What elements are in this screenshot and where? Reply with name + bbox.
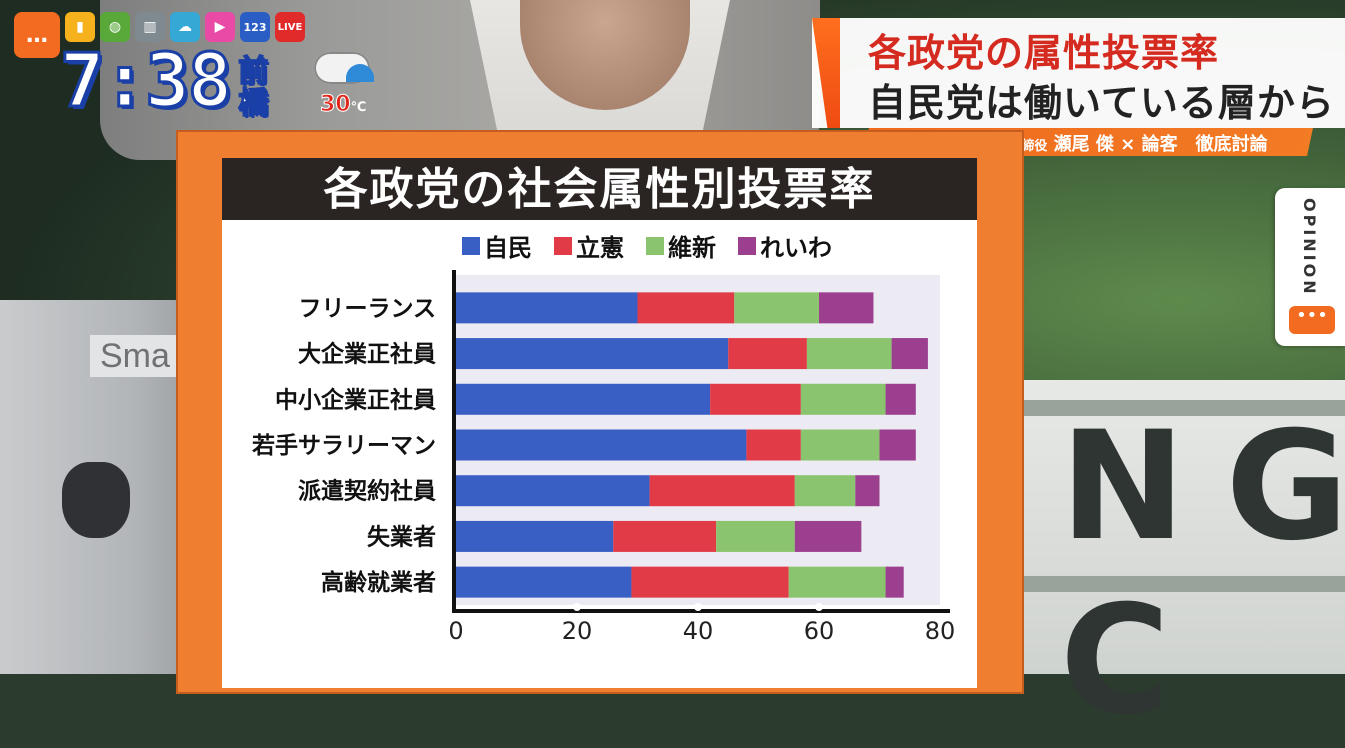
debate-topic: 論客 徹底討論: [1141, 134, 1268, 155]
guest-cross: ×: [1120, 134, 1136, 155]
category-label: 中小企業正社員: [275, 386, 436, 413]
bar-segment: [456, 475, 650, 507]
chart-legend: 自民 立憲 維新 れいわ: [462, 228, 832, 263]
clock-region: 前橋: [237, 54, 269, 121]
bar-segment: [456, 292, 638, 324]
apple-logo-icon: [62, 462, 130, 538]
bar-segment: [456, 429, 747, 461]
legend-item: 立憲: [554, 228, 624, 263]
legend-item: 維新: [646, 228, 716, 263]
globe-icon[interactable]: ◍: [100, 12, 130, 42]
x-tick-mark: [573, 603, 581, 611]
bar-segment: [716, 520, 795, 552]
status-icon-row: … ▮ ◍ ▥ ☁ ▶ 123 LIVE: [14, 12, 305, 58]
chat-icon[interactable]: …: [14, 12, 60, 58]
bar-segment: [891, 338, 928, 370]
cloudy-rain-icon: [310, 48, 380, 118]
headline-box: [812, 18, 1345, 128]
legend-item: れいわ: [738, 228, 832, 263]
legend-label: 立憲: [576, 234, 624, 262]
category-label: 派遣契約社員: [298, 478, 436, 505]
opinion-label: OPINION: [1300, 198, 1319, 297]
x-tick-label: 0: [448, 617, 463, 645]
legend-swatch: [738, 236, 756, 255]
bar-segment: [728, 338, 807, 370]
studio-wall: [1020, 380, 1345, 674]
clock: 7:38 前橋: [58, 38, 274, 124]
bar-segment: [734, 292, 819, 324]
legend-label: 自民: [484, 234, 532, 262]
bar-segment: [800, 383, 886, 415]
bar-segment: [885, 566, 904, 598]
guest-name: 瀬尾 傑: [1053, 134, 1114, 155]
category-label: 失業者: [367, 523, 436, 550]
bar-segment: [794, 475, 856, 507]
umbrella-shape: [346, 64, 374, 82]
bar-segment: [456, 566, 632, 598]
legend-label: 維新: [668, 234, 716, 262]
number-icon[interactable]: 123: [240, 12, 270, 42]
headline-line1: 各政党の属性投票率: [868, 31, 1220, 75]
temperature-value: 30: [320, 92, 352, 118]
bar-segment: [885, 383, 916, 415]
data-icon[interactable]: ▥: [135, 12, 165, 42]
bar-segment: [788, 566, 886, 598]
x-tick-label: 80: [925, 617, 956, 645]
legend-label: れいわ: [760, 234, 832, 262]
x-tick-label: 40: [683, 617, 714, 645]
x-tick-label: 60: [804, 617, 835, 645]
live-icon[interactable]: LIVE: [275, 12, 305, 42]
bookmark-icon[interactable]: ▮: [65, 12, 95, 42]
wall-band: [1020, 400, 1345, 416]
bar-segment: [613, 520, 717, 552]
weather-app-icon[interactable]: ☁: [170, 12, 200, 42]
category-label: 高齢就業者: [321, 569, 436, 596]
bar-segment: [649, 475, 795, 507]
bar-segment: [806, 338, 892, 370]
wall-band: [1020, 576, 1345, 592]
temperature-unit: ℃: [350, 100, 367, 115]
bar-segment: [746, 429, 801, 461]
bar-segment: [855, 475, 880, 507]
legend-swatch: [646, 236, 664, 255]
category-label: 大企業正社員: [298, 341, 436, 368]
bar-segment: [456, 338, 729, 370]
speech-bubble-icon: •••: [1289, 306, 1335, 334]
chart-title-bar: [222, 158, 977, 220]
bar-segment: [456, 520, 614, 552]
clock-time: 7:38: [58, 38, 233, 124]
x-tick-label: 20: [562, 617, 593, 645]
temperature: 30℃: [320, 92, 367, 118]
play-icon[interactable]: ▶: [205, 12, 235, 42]
bar-segment: [631, 566, 789, 598]
legend-swatch: [554, 236, 572, 255]
stacked-bar-chart: フリーランス大企業正社員中小企業正社員若手サラリーマン派遣契約社員失業者高齢就業…: [252, 270, 956, 645]
x-tick-mark: [815, 603, 823, 611]
legend-swatch: [462, 236, 480, 255]
category-label: フリーランス: [298, 296, 436, 322]
chart-title: 各政党の社会属性別投票率: [323, 164, 876, 215]
bar-segment: [879, 429, 916, 461]
legend-item: 自民: [462, 228, 532, 263]
bar-segment: [794, 520, 862, 552]
bar-segment: [819, 292, 874, 324]
bar-segment: [710, 383, 801, 415]
bar-segment: [456, 383, 711, 415]
bar-segment: [637, 292, 735, 324]
category-label: 若手サラリーマン: [252, 433, 436, 459]
x-tick-mark: [694, 603, 702, 611]
bar-segment: [800, 429, 880, 461]
